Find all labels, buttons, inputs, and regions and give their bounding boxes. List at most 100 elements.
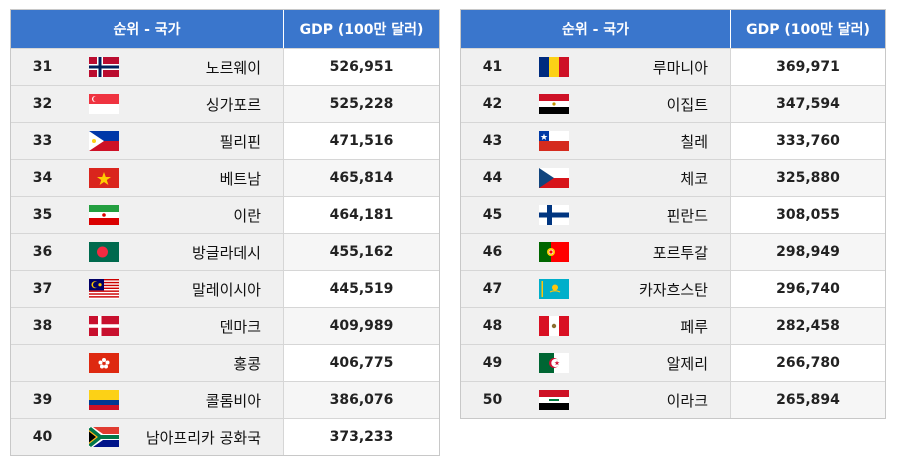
gdp-value: 298,949	[731, 234, 885, 270]
table-body: 41 루마니아 369,971 42 이집트 347,594 43 칠레 333,760 44 체코…	[461, 48, 885, 418]
rank-country-cell: 32 싱가포르	[11, 86, 284, 122]
table-row: 홍콩 406,775	[11, 344, 439, 381]
country-name: 이란	[233, 206, 261, 225]
gdp-value: 386,076	[284, 382, 439, 418]
rank-country-cell: 40 남아프리카 공화국	[11, 419, 284, 455]
rank-country-cell: 35 이란	[11, 197, 284, 233]
rank-country-cell: 49 알제리	[461, 345, 731, 381]
hongkong-flag-icon	[89, 353, 119, 373]
table-header: 순위 - 국가 GDP (100만 달러)	[461, 10, 885, 48]
country-name: 포르투갈	[652, 243, 708, 262]
country-name: 카자흐스탄	[638, 280, 708, 299]
colombia-flag-icon	[89, 390, 119, 410]
table-row: 43 칠레 333,760	[461, 122, 885, 159]
header-rank-country: 순위 - 국가	[461, 10, 731, 48]
malaysia-flag-icon	[89, 279, 119, 299]
portugal-flag-icon	[539, 242, 569, 262]
country-name: 방글라데시	[191, 243, 261, 262]
czech-flag-icon	[539, 168, 569, 188]
gdp-value: 373,233	[284, 419, 439, 455]
rank-number: 39	[32, 392, 53, 408]
rank-country-cell: 46 포르투갈	[461, 234, 731, 270]
rank-country-cell: 34 베트남	[11, 160, 284, 196]
denmark-flag-icon	[89, 316, 119, 336]
rank-number: 32	[32, 96, 53, 112]
table-row: 31 노르웨이 526,951	[11, 48, 439, 85]
southafrica-flag-icon	[89, 427, 119, 447]
finland-flag-icon	[539, 205, 569, 225]
table-row: 49 알제리 266,780	[461, 344, 885, 381]
table-row: 36 방글라데시 455,162	[11, 233, 439, 270]
table-row: 34 베트남 465,814	[11, 159, 439, 196]
country-name: 이라크	[666, 391, 708, 410]
gdp-value: 265,894	[731, 382, 885, 418]
gdp-value: 347,594	[731, 86, 885, 122]
rank-number: 42	[482, 96, 503, 112]
egypt-flag-icon	[539, 94, 569, 114]
country-name: 필리핀	[219, 132, 261, 151]
table-row: 38 덴마크 409,989	[11, 307, 439, 344]
gdp-value: 471,516	[284, 123, 439, 159]
table-row: 42 이집트 347,594	[461, 85, 885, 122]
country-name: 알제리	[666, 354, 708, 373]
rank-number: 43	[482, 133, 503, 149]
kazakhstan-flag-icon	[539, 279, 569, 299]
rank-number: 37	[32, 281, 53, 297]
rank-country-cell: 31 노르웨이	[11, 49, 284, 85]
rank-country-cell: 38 덴마크	[11, 308, 284, 344]
algeria-flag-icon	[539, 353, 569, 373]
gdp-value: 369,971	[731, 49, 885, 85]
country-name: 베트남	[219, 169, 261, 188]
iraq-flag-icon	[539, 390, 569, 410]
rank-number: 46	[482, 244, 503, 260]
table-row: 45 핀란드 308,055	[461, 196, 885, 233]
header-gdp: GDP (100만 달러)	[746, 22, 870, 38]
table-row: 47 카자흐스탄 296,740	[461, 270, 885, 307]
gdp-value: 526,951	[284, 49, 439, 85]
norway-flag-icon	[89, 57, 119, 77]
rank-number: 40	[32, 429, 53, 445]
gdp-table-left: 순위 - 국가 GDP (100만 달러) 31 노르웨이 526,951 32 싱가포…	[10, 9, 440, 456]
table-row: 46 포르투갈 298,949	[461, 233, 885, 270]
country-name: 덴마크	[219, 317, 261, 336]
peru-flag-icon	[539, 316, 569, 336]
rank-number: 36	[32, 244, 53, 260]
rank-number: 50	[482, 392, 503, 408]
gdp-value: 266,780	[731, 345, 885, 381]
rank-country-cell: 45 핀란드	[461, 197, 731, 233]
gdp-value: 406,775	[284, 345, 439, 381]
rank-country-cell: 50 이라크	[461, 382, 731, 418]
table-header: 순위 - 국가 GDP (100만 달러)	[11, 10, 439, 48]
rank-number: 38	[32, 318, 53, 334]
rank-country-cell: 홍콩	[11, 345, 284, 381]
country-name: 칠레	[680, 132, 708, 151]
table-row: 40 남아프리카 공화국 373,233	[11, 418, 439, 455]
philippines-flag-icon	[89, 131, 119, 151]
country-name: 콜롬비아	[205, 391, 261, 410]
table-row: 41 루마니아 369,971	[461, 48, 885, 85]
gdp-table-right: 순위 - 국가 GDP (100만 달러) 41 루마니아 369,971 42 이집트…	[460, 9, 886, 419]
rank-number: 47	[482, 281, 503, 297]
rank-country-cell: 37 말레이시아	[11, 271, 284, 307]
country-name: 이집트	[666, 95, 708, 114]
gdp-value: 464,181	[284, 197, 439, 233]
gdp-value: 333,760	[731, 123, 885, 159]
country-name: 페루	[680, 317, 708, 336]
rank-country-cell: 42 이집트	[461, 86, 731, 122]
country-name: 체코	[680, 169, 708, 188]
header-rank-country: 순위 - 국가	[11, 10, 284, 48]
gdp-value: 525,228	[284, 86, 439, 122]
vietnam-flag-icon	[89, 168, 119, 188]
rank-number: 44	[482, 170, 503, 186]
table-row: 32 싱가포르 525,228	[11, 85, 439, 122]
gdp-value: 282,458	[731, 308, 885, 344]
country-name: 남아프리카 공화국	[145, 428, 261, 447]
rank-country-cell: 36 방글라데시	[11, 234, 284, 270]
rank-country-cell: 39 콜롬비아	[11, 382, 284, 418]
rank-country-cell: 47 카자흐스탄	[461, 271, 731, 307]
rank-number: 35	[32, 207, 53, 223]
rank-number: 45	[482, 207, 503, 223]
table-row: 48 페루 282,458	[461, 307, 885, 344]
country-name: 홍콩	[233, 354, 261, 373]
country-name: 핀란드	[666, 206, 708, 225]
